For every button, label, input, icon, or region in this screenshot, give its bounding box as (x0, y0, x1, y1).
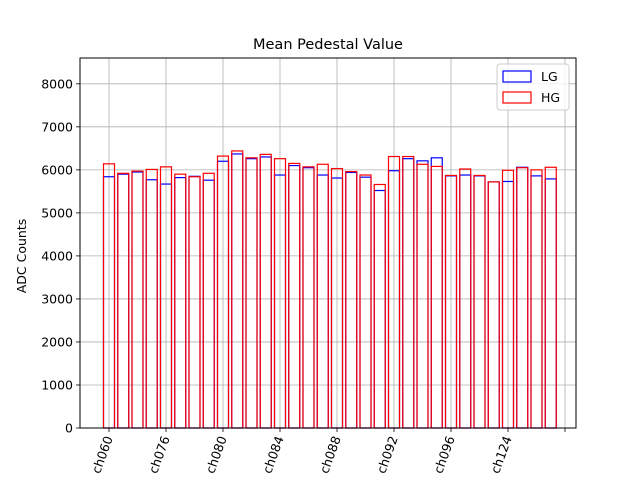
bar-hg-23 (430, 165, 443, 429)
y-tick-label: 1000 (41, 377, 73, 392)
bar-lg-26 (473, 175, 486, 429)
bar-hg-14 (302, 166, 315, 429)
bar-lg-31 (544, 178, 557, 429)
y-tick-label: 4000 (41, 248, 73, 263)
bar-lg-6 (188, 175, 201, 429)
x-tick-label: ch096 (431, 434, 458, 475)
x-tick-label: ch060 (89, 434, 116, 475)
y-tick-label: 6000 (41, 162, 73, 177)
bars-layer (102, 150, 557, 429)
bar-hg-26 (473, 174, 486, 429)
bar-lg-19 (373, 189, 386, 429)
bar-lg-17 (345, 171, 358, 429)
bar-lg-10 (245, 158, 258, 429)
bar-hg-15 (316, 163, 329, 429)
bar-lg-11 (259, 156, 272, 429)
x-tick-label: ch092 (374, 434, 401, 475)
y-axis: 0 1000 2000 3000 4000 5000 6000 7000 8000 (41, 76, 80, 436)
bar-hg-19 (373, 183, 386, 429)
bar-lg-9 (231, 153, 244, 429)
y-tick-label: 3000 (41, 291, 73, 306)
bar-lg-14 (302, 167, 315, 429)
legend-label-lg: LG (541, 69, 558, 84)
x-tick-label: ch084 (260, 434, 287, 475)
bar-hg-22 (416, 163, 429, 429)
y-axis-label: ADC Counts (14, 219, 29, 294)
bar-hg-1 (117, 172, 130, 429)
bar-hg-6 (188, 176, 201, 429)
bar-hg-2 (131, 170, 144, 429)
bar-lg-5 (174, 177, 187, 429)
bar-lg-13 (288, 164, 301, 429)
bar-lg-23 (430, 157, 443, 429)
bar-hg-9 (231, 150, 244, 429)
bar-hg-21 (402, 155, 415, 429)
legend-swatch-lg (502, 70, 532, 83)
bar-hg-31 (544, 166, 557, 429)
bar-lg-27 (487, 181, 500, 429)
bar-lg-1 (117, 173, 130, 429)
bar-lg-3 (145, 179, 158, 429)
bar-hg-29 (516, 167, 529, 429)
bar-hg-5 (174, 173, 187, 429)
y-tick-label: 0 (65, 421, 73, 436)
plot-frame (79, 57, 577, 429)
bar-lg-2 (131, 171, 144, 429)
y-tick-label: 5000 (41, 205, 73, 220)
bar-lg-21 (402, 158, 415, 429)
bar-hg-13 (288, 162, 301, 429)
bar-hg-10 (245, 157, 258, 429)
bar-hg-27 (487, 181, 500, 429)
bar-lg-22 (416, 160, 429, 429)
legend-box (496, 63, 570, 111)
y-tick-label: 7000 (41, 119, 73, 134)
x-tick-label: ch124 (488, 434, 515, 475)
bar-hg-7 (202, 172, 215, 429)
bar-hg-17 (345, 170, 358, 429)
bar-hg-25 (459, 168, 472, 429)
y-tick-label: 8000 (41, 76, 73, 91)
x-tick-label: ch088 (317, 434, 344, 475)
legend-swatch-hg (502, 91, 532, 104)
legend: LG HG (496, 63, 570, 111)
bar-lg-7 (202, 179, 215, 429)
legend-label-hg: HG (541, 90, 560, 105)
bar-lg-29 (516, 166, 529, 429)
bar-lg-18 (359, 176, 372, 429)
bar-hg-11 (259, 153, 272, 429)
y-tick-label: 2000 (41, 334, 73, 349)
x-tick-label: ch080 (203, 434, 230, 475)
x-tick-label: ch076 (146, 434, 173, 475)
bar-lg-30 (530, 175, 543, 429)
x-axis: ch060 ch076 ch080 ch084 ch088 ch092 ch096 ch124 (89, 428, 566, 475)
chart-title: Mean Pedestal Value (253, 37, 403, 53)
